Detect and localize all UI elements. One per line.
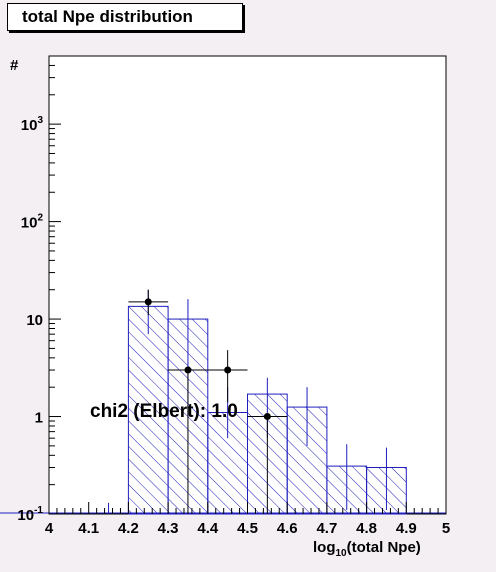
- x-tick-label: 4.8: [356, 520, 377, 537]
- data-point-marker: [263, 413, 271, 421]
- axes-layer: 4 4.1 4.2 4.3 4.4 4.5 4.6 4.7 4.8 4.9 5 10-1 1 10 102 1…: [17, 55, 450, 537]
- data-points-layer: [128, 289, 288, 514]
- y-tick-label: 1: [35, 410, 43, 427]
- data-point-marker: [184, 366, 192, 374]
- x-tick-label: 4.9: [396, 520, 417, 537]
- x-tick-label: 4.3: [158, 520, 179, 537]
- chart-title: total Npe distribution: [22, 7, 193, 26]
- x-tick-label: 4.7: [316, 520, 337, 537]
- y-tick-label: 10-1: [17, 505, 43, 524]
- data-point-marker: [144, 298, 152, 306]
- x-axis-label: log10(total Npe): [313, 539, 421, 559]
- x-axis-label-rest: (total Npe): [347, 539, 421, 556]
- x-tick-label: 4.6: [277, 520, 298, 537]
- x-tick-label: 4: [45, 520, 54, 537]
- x-axis-label-subscript: 10: [336, 548, 348, 559]
- y-axis-label: #: [10, 57, 19, 74]
- y-tick-label: 103: [21, 115, 44, 134]
- x-tick-label: 4.2: [118, 520, 139, 537]
- chi2-annotation: chi2 (Elbert): 1.0: [90, 401, 238, 422]
- x-tick-label: 4.5: [237, 520, 258, 537]
- y-tick-label: 10: [26, 312, 43, 329]
- x-axis-label-base: log: [313, 539, 336, 556]
- y-tick-label: 102: [21, 213, 44, 232]
- data-point-marker: [224, 366, 232, 374]
- chart-title-box: total Npe distribution: [7, 3, 243, 31]
- x-tick-label: 5: [442, 520, 450, 537]
- x-tick-label: 4.1: [78, 520, 99, 537]
- x-tick-label: 4.4: [197, 520, 219, 537]
